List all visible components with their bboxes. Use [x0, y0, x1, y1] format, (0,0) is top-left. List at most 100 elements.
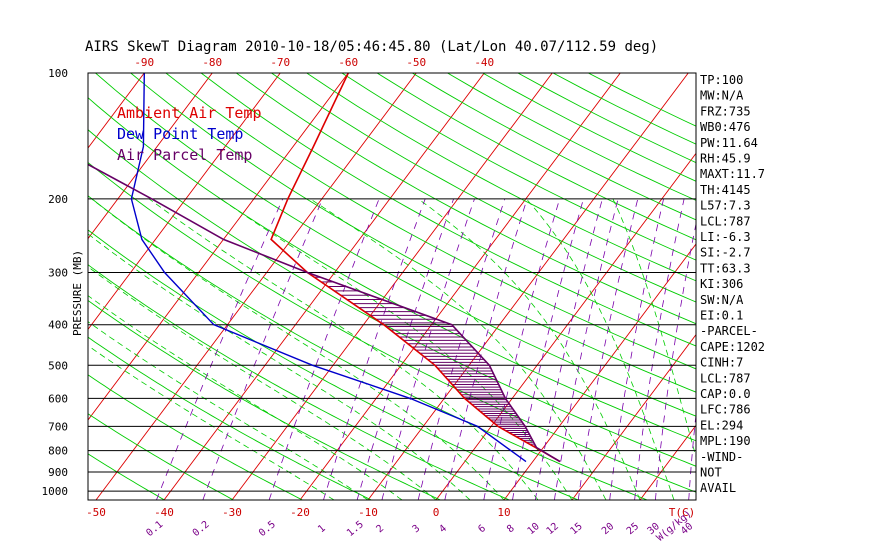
- legend: Ambient Air Temp Dew Point Temp Air Parcel…: [117, 104, 262, 164]
- stat-entry: CAPE:1202: [700, 340, 765, 354]
- mixing-ratio-line: [512, 198, 584, 500]
- stat-entry: FRZ:735: [700, 104, 751, 118]
- dry-adiabat: [200, 73, 696, 347]
- isotherm-line: [571, 333, 696, 500]
- dry-adiabat: [88, 413, 234, 500]
- dry-adiabat: [88, 264, 510, 500]
- stat-entry: CAP:0.0: [700, 387, 751, 401]
- isotherm-line: [88, 73, 281, 331]
- series-layer: [88, 73, 561, 463]
- isotherm-line: [88, 73, 213, 240]
- mixing-ratio-line: [609, 198, 664, 500]
- mixing-ratio-line: [655, 221, 696, 500]
- pressure-tick: 600: [48, 392, 68, 405]
- temp-axis-label: T(C): [669, 506, 696, 519]
- mixing-ratio-tick: 0.5: [257, 519, 278, 539]
- mixing-ratio-tick: 6: [476, 523, 488, 535]
- moist-adiabat: [418, 198, 641, 500]
- stat-entry: LCL:787: [700, 214, 751, 228]
- top-temp-tick: -80: [202, 56, 222, 69]
- grid-layer: [0, 73, 870, 500]
- mixing-ratio-tick: 0.2: [191, 519, 212, 539]
- pressure-tick: 700: [48, 420, 68, 433]
- y-axis-label: PRESSURE (MB): [71, 250, 84, 336]
- stat-entry: EL:294: [700, 418, 743, 432]
- stat-entry: SW:N/A: [700, 293, 744, 307]
- stat-entry: AVAIL: [700, 481, 736, 495]
- cape-hatch: [314, 276, 536, 447]
- pressure-tick: 1000: [42, 485, 69, 498]
- stat-entry: WB0:476: [700, 120, 751, 134]
- top-temp-tick: -40: [474, 56, 494, 69]
- dry-adiabat: [88, 161, 696, 493]
- dry-adiabat: [341, 73, 696, 261]
- mixing-ratio-tick: 12: [545, 521, 561, 537]
- isotherm-line: [503, 243, 696, 500]
- mixing-ratio-line: [156, 198, 284, 500]
- dry-adiabat: [130, 73, 696, 393]
- dry-adiabat: [165, 73, 696, 370]
- mixing-ratio-tick: 15: [568, 521, 584, 537]
- stat-entry: MAXT:11.7: [700, 167, 765, 181]
- mixing-ratio-tick: 4: [437, 523, 449, 535]
- mixing-ratio-line: [577, 198, 639, 500]
- dewpoint-line: [130, 73, 527, 463]
- moist-adiabat: [88, 233, 471, 500]
- dry-adiabat: [88, 374, 303, 500]
- legend-entry: Dew Point Temp: [117, 125, 243, 143]
- mixing-ratio-line: [688, 411, 696, 500]
- stat-entry: -WIND-: [700, 450, 743, 464]
- dry-adiabat: [306, 73, 696, 282]
- stat-entry: EI:0.1: [700, 309, 743, 323]
- isotherm-line: [163, 73, 485, 500]
- mixing-ratio-tick: 1.5: [345, 519, 366, 539]
- stat-entry: TP:100: [700, 73, 743, 87]
- dry-adiabat: [482, 73, 696, 182]
- stat-entry: -PARCEL-: [700, 324, 758, 338]
- dry-adiabat: [271, 73, 696, 303]
- isotherm-line: [0, 73, 8, 500]
- mixing-ratio-line: [323, 198, 426, 500]
- plot-frame: [87, 72, 697, 501]
- dry-adiabat: [447, 73, 696, 201]
- bottom-temp-tick: -10: [358, 506, 378, 519]
- dry-adiabat: [88, 299, 441, 500]
- stat-entry: NOT: [700, 466, 722, 480]
- pressure-tick: 400: [48, 319, 68, 332]
- isotherm-line: [639, 424, 696, 500]
- stat-entry: CINH:7: [700, 356, 743, 370]
- pressure-tick: 100: [48, 67, 68, 80]
- mixing-ratio-tick: 2: [374, 523, 386, 535]
- bottom-temp-tick: -40: [154, 506, 174, 519]
- isotherm-line: [435, 152, 696, 500]
- moist-adiabat: [88, 345, 335, 500]
- dry-adiabat: [88, 195, 648, 500]
- dry-adiabat: [88, 97, 696, 442]
- stat-entry: TH:4145: [700, 183, 751, 197]
- mixing-ratio-line: [202, 198, 323, 500]
- dry-adiabat: [95, 73, 696, 417]
- isotherm-line: [776, 73, 870, 500]
- isotherm-line: [844, 73, 870, 500]
- mixing-ratio-tick: 8: [505, 523, 517, 535]
- bottom-temp-tick: 10: [497, 506, 510, 519]
- stat-entry: TT:63.3: [700, 261, 751, 275]
- moist-adiabat: [148, 198, 539, 500]
- isotherm-line: [299, 73, 621, 500]
- mixing-ratio-line: [483, 198, 560, 500]
- legend-entry: Ambient Air Temp: [117, 104, 262, 122]
- bottom-temp-tick: -50: [86, 506, 106, 519]
- mixing-ratio-tick: 20: [600, 521, 616, 537]
- isotherm-line: [95, 73, 417, 500]
- stat-entry: LI:-6.3: [700, 230, 751, 244]
- mixing-ratio-tick: 0.1: [144, 519, 165, 539]
- stat-entry: LFC:786: [700, 403, 751, 417]
- mixing-ratio-line: [356, 198, 454, 500]
- stat-entry: RH:45.9: [700, 152, 751, 166]
- mixing-ratio-tick: 25: [625, 521, 641, 537]
- isotherm-line: [88, 73, 349, 421]
- top-temp-tick: -90: [134, 56, 154, 69]
